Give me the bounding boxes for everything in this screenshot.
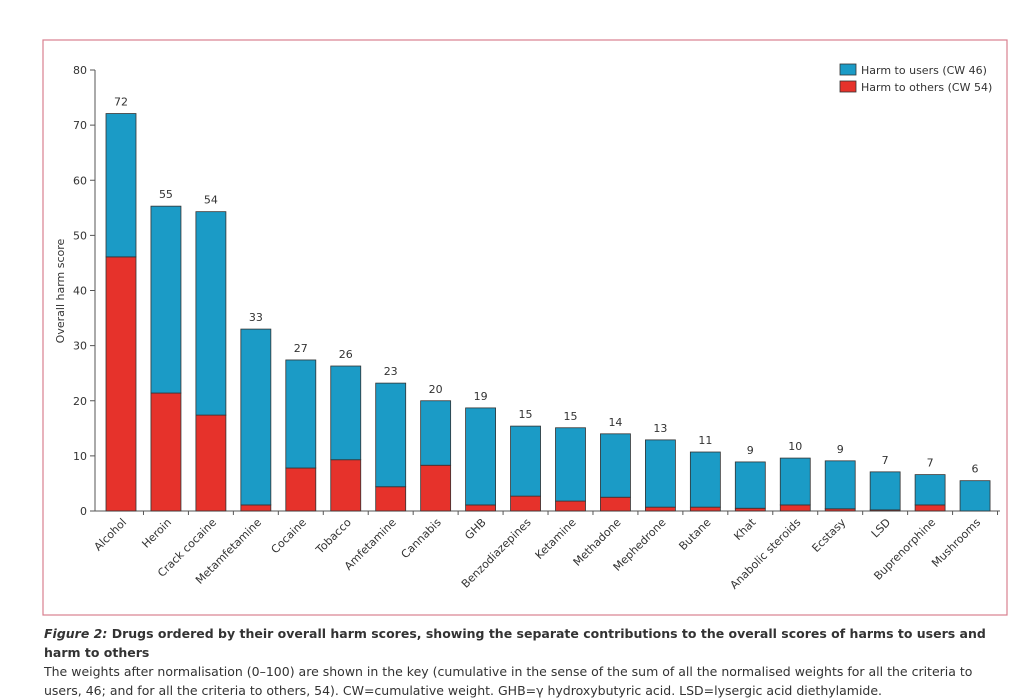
bar-segment [285,359,317,469]
bar-segment [645,439,676,508]
legend-label: Harm to users (CW 46) [861,64,987,77]
bar-segment [959,480,991,512]
total-label: 9 [747,444,754,457]
bar-segment [375,486,407,512]
y-tick-label: 20 [73,395,87,408]
x-tick-label: Tobacco [313,516,354,557]
y-tick-label: 50 [73,229,87,242]
bar-segment [330,365,362,461]
bar-segment [465,407,497,506]
total-label: 72 [114,96,128,109]
legend-swatch [839,63,857,76]
total-label: 33 [249,311,263,324]
bar-segment [734,507,766,512]
legend-label: Harm to others (CW 54) [861,81,992,94]
total-label: 13 [653,422,667,435]
bar-segment [195,211,227,416]
bar-segment [914,504,946,512]
x-tick-label: Butane [676,516,713,553]
bar-segment [240,504,272,512]
bar-segment [105,256,137,512]
bar-segment [150,392,182,512]
bar-segment [734,461,766,509]
figure-label: Figure 2: [44,626,108,641]
total-label: 7 [882,454,889,467]
y-tick-label: 10 [73,450,87,463]
caption-heading: Drugs ordered by their overall harm scor… [44,626,986,660]
x-tick-label: Khat [731,515,759,543]
bar-segment [689,451,721,508]
caption-title: Figure 2: Drugs ordered by their overall… [44,626,986,660]
total-label: 20 [429,383,443,396]
bar-segment [465,504,497,512]
bar-segment [105,113,137,258]
total-label: 10 [788,440,802,453]
bar-segment [600,433,631,498]
x-tick-label: Heroin [139,516,174,551]
x-tick-label: Mushrooms [929,516,983,570]
bar-segment [600,496,631,512]
y-axis-label: Overall harm score [54,238,67,343]
bar-segment [420,400,452,466]
total-label: 55 [159,188,173,201]
bar-segment [555,427,586,502]
total-label: 7 [927,457,934,470]
bar-segment [510,495,541,512]
total-label: 19 [474,390,488,403]
total-label: 54 [204,194,218,207]
chart: Overall harm score 0 10 20 30 40 50 60 70 80 72 Al… [42,39,1008,616]
x-tick-label: Ketamine [533,516,579,562]
y-tick-label: 0 [80,505,87,518]
total-label: 27 [294,342,308,355]
total-label: 9 [837,443,844,456]
bar-segment [195,414,227,512]
total-label: 6 [972,463,979,476]
legend-swatch [839,80,857,93]
y-tick-label: 60 [73,174,87,187]
bar-segment [555,500,586,512]
bar-segment [330,459,362,512]
total-label: 11 [698,434,712,447]
x-tick-label: LSD [869,516,893,540]
bar-segment [285,467,317,512]
bar-segment [869,471,901,511]
bar-segment [420,464,452,512]
caption-text: The weights after normalisation (0–100) … [44,664,973,698]
x-tick-label: Ecstasy [809,516,848,555]
y-tick-label: 40 [73,285,87,298]
total-label: 15 [519,408,533,421]
bar-segment [375,382,407,488]
x-tick-label: Alcohol [92,516,130,554]
bar-segment [510,425,541,497]
total-label: 26 [339,348,353,361]
x-tick-label: Cocaine [269,516,309,556]
total-label: 23 [384,365,398,378]
bar-segment [689,506,721,512]
bar-segment [150,205,182,394]
bar-segment [824,460,856,510]
x-tick-label: GHB [462,516,488,542]
bar-segment [240,328,272,506]
total-label: 15 [564,410,578,423]
caption: Figure 2: Drugs ordered by their overall… [44,624,1014,700]
total-label: 14 [608,416,622,429]
bar-segment [779,504,811,512]
frame [42,39,1008,616]
bar-segment [779,457,811,506]
y-tick-label: 80 [73,64,87,77]
bar-segment [914,474,946,506]
y-tick-label: 70 [73,119,87,132]
y-tick-label: 30 [73,340,87,353]
x-tick-label: Cannabis [399,516,444,561]
bar-segment [645,506,676,512]
